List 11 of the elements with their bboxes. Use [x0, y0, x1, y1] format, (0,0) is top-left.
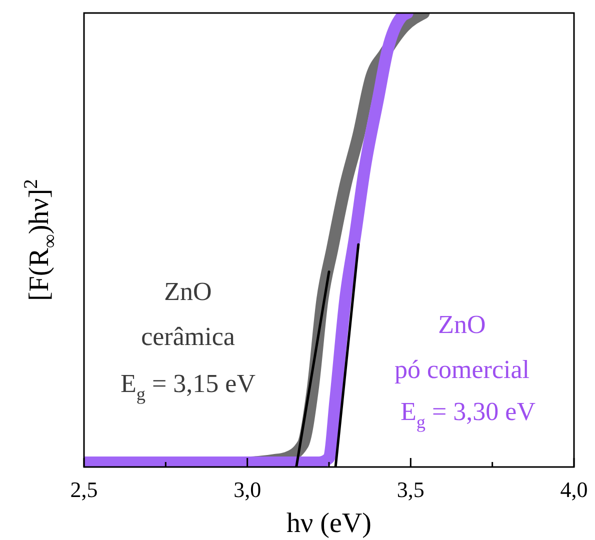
x-tick-label: 4,0 [560, 477, 588, 502]
x-tick-label: 3,0 [234, 477, 262, 502]
annotation: E$_{g}$ = 3,30 eV [400, 397, 536, 432]
annotation: E$_{g}$ = 3,15 eV [120, 369, 256, 404]
annotation: ZnO [438, 310, 486, 339]
annotation: ZnO [164, 277, 212, 306]
annotation: pó comercial [394, 355, 530, 384]
annotation: cerâmica [141, 322, 236, 351]
x-tick-label: 2,5 [70, 477, 98, 502]
x-axis-title: hν (eV) [286, 508, 372, 539]
x-tick-label: 3,5 [396, 477, 424, 502]
